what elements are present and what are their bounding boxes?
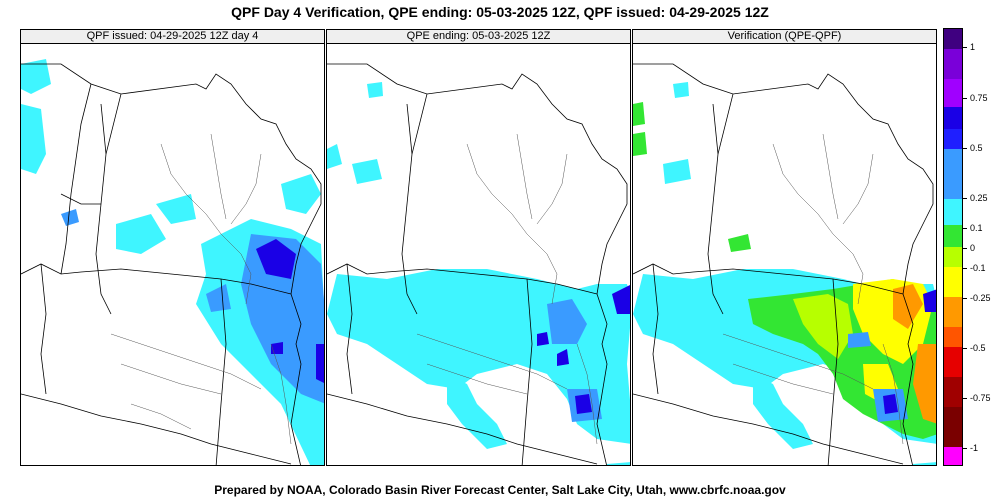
colorbar-segment <box>944 297 962 327</box>
colorbar-label: -0.1 <box>970 263 986 273</box>
qpf-basin-boundaries <box>21 63 322 465</box>
qpe-rivers <box>416 133 598 445</box>
qpf-panel-header: QPF issued: 04-29-2025 12Z day 4 <box>21 30 324 44</box>
colorbar-segment <box>944 149 962 199</box>
qpf-rivers <box>110 133 292 445</box>
colorbar-label: 0.1 <box>970 223 983 233</box>
footer-credit: Prepared by NOAA, Colorado Basin River F… <box>214 483 786 497</box>
colorbar-label: 0.25 <box>970 193 988 203</box>
colorbar-segment <box>944 347 962 377</box>
colorbar-tick <box>963 148 967 149</box>
colorbar-segment <box>944 199 962 225</box>
verification-panel-header: Verification (QPE-QPF) <box>633 30 936 44</box>
colorbar-tick <box>963 228 967 229</box>
qpe-map <box>327 63 630 465</box>
verification-rivers <box>722 133 904 445</box>
colorbar-label: 0 <box>970 243 976 253</box>
colorbar <box>943 28 963 466</box>
colorbar-tick <box>963 398 967 399</box>
qpf-panel: QPF issued: 04-29-2025 12Z day 4 <box>20 29 325 466</box>
colorbar-segment <box>944 107 962 129</box>
colorbar-tick <box>963 98 967 99</box>
colorbar-segment <box>944 225 962 247</box>
colorbar-tick <box>963 248 967 249</box>
verification-panel: Verification (QPE-QPF) <box>632 29 937 466</box>
colorbar-label: 0.5 <box>970 143 983 153</box>
colorbar-label: -0.25 <box>970 293 991 303</box>
colorbar-segment <box>944 447 962 465</box>
colorbar-tick <box>963 298 967 299</box>
qpf-precip-field <box>21 59 324 465</box>
colorbar-tick <box>963 47 967 48</box>
colorbar-segment <box>944 267 962 297</box>
colorbar-segment <box>944 129 962 149</box>
qpf-map <box>21 59 324 465</box>
colorbar-label: -0.75 <box>970 393 991 403</box>
colorbar-tick <box>963 448 967 449</box>
colorbar-segment <box>944 49 962 79</box>
colorbar-tick <box>963 268 967 269</box>
colorbar-segment <box>944 377 962 407</box>
colorbar-segment <box>944 247 962 267</box>
colorbar-label: 0.75 <box>970 93 988 103</box>
colorbar-segment <box>944 407 962 447</box>
qpe-basin-boundaries <box>327 63 628 465</box>
colorbar-label: 1 <box>970 42 976 52</box>
qpe-panel-header: QPE ending: 05-03-2025 12Z <box>327 30 630 44</box>
qpe-panel: QPE ending: 05-03-2025 12Z <box>326 29 631 466</box>
colorbar-label: -0.5 <box>970 343 986 353</box>
colorbar-tick <box>963 198 967 199</box>
map-title: QPF Day 4 Verification, QPE ending: 05-0… <box>231 4 769 20</box>
colorbar-segment <box>944 29 962 49</box>
colorbar-label: -1 <box>970 443 979 453</box>
verification-basin-boundaries <box>633 63 934 465</box>
colorbar-tick <box>963 348 967 349</box>
verification-map <box>633 63 936 465</box>
qpe-precip-field <box>327 82 630 465</box>
colorbar-segment <box>944 79 962 107</box>
colorbar-segment <box>944 327 962 347</box>
